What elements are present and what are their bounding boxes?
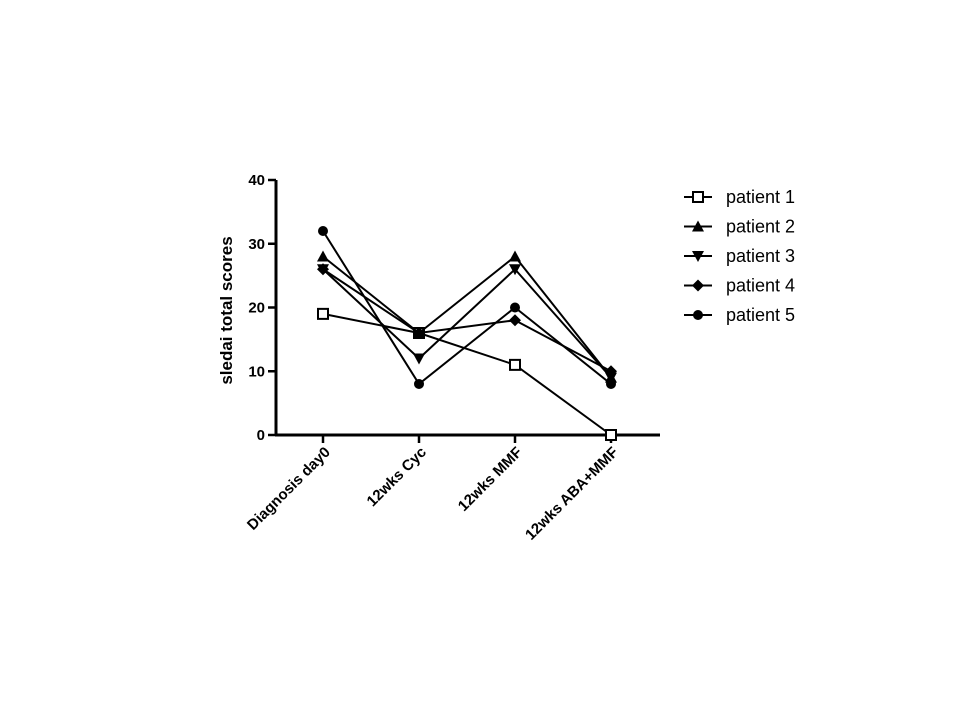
x-tick-label: 12wks ABA+MMF xyxy=(522,444,622,544)
data-point xyxy=(509,314,521,327)
data-point xyxy=(509,358,521,371)
data-point xyxy=(510,302,520,313)
series-layer xyxy=(317,226,617,441)
legend-label: patient 4 xyxy=(726,276,795,296)
legend-item: patient 4 xyxy=(684,276,795,296)
series-4 xyxy=(317,263,617,378)
legend-marker xyxy=(692,279,704,292)
series-line xyxy=(322,230,612,386)
legend-marker xyxy=(692,220,704,232)
data-point xyxy=(606,379,616,389)
data-point xyxy=(317,263,329,276)
legend-label: patient 1 xyxy=(726,187,795,207)
series-line xyxy=(322,267,612,379)
legend-marker xyxy=(692,191,704,203)
data-point xyxy=(509,250,521,262)
data-point xyxy=(318,226,328,236)
legend-item: patient 3 xyxy=(684,246,795,266)
series-2 xyxy=(317,250,617,383)
legend-marker xyxy=(693,310,703,320)
legend-item: patient 5 xyxy=(684,305,795,325)
legend-marker xyxy=(692,251,704,262)
x-tick-label: 12wks MMF xyxy=(455,444,526,515)
data-point xyxy=(605,365,617,378)
x-tick-label: 12wks Cyc xyxy=(364,444,430,510)
data-point xyxy=(317,250,329,262)
legend-label: patient 5 xyxy=(726,305,795,325)
series-line xyxy=(322,268,612,373)
legend-item: patient 1 xyxy=(684,187,795,207)
data-point xyxy=(414,379,424,389)
y-tick-label: 10 xyxy=(248,363,265,380)
y-axis-label: sledai total scores xyxy=(217,236,236,384)
data-point xyxy=(413,327,425,339)
data-point xyxy=(413,353,425,365)
legend-label: patient 2 xyxy=(726,217,795,237)
y-tick-label: 20 xyxy=(248,300,265,317)
data-point xyxy=(509,264,521,276)
series-5 xyxy=(318,226,616,389)
data-point xyxy=(605,429,617,441)
x-tick-label: Diagnosis day0 xyxy=(244,444,334,534)
series-3 xyxy=(317,264,617,384)
legend: patient 1 patient 2 patient 3 patient 4 pati… xyxy=(684,187,795,325)
y-tick-label: 30 xyxy=(248,236,265,253)
legend-label: patient 3 xyxy=(726,246,795,266)
legend-item: patient 2 xyxy=(684,217,795,237)
y-tick-label: 40 xyxy=(248,172,265,189)
data-point xyxy=(605,372,617,384)
y-tick-label: 0 xyxy=(257,427,265,444)
series-line xyxy=(322,312,612,436)
data-point xyxy=(317,307,329,320)
series-line xyxy=(322,255,612,379)
